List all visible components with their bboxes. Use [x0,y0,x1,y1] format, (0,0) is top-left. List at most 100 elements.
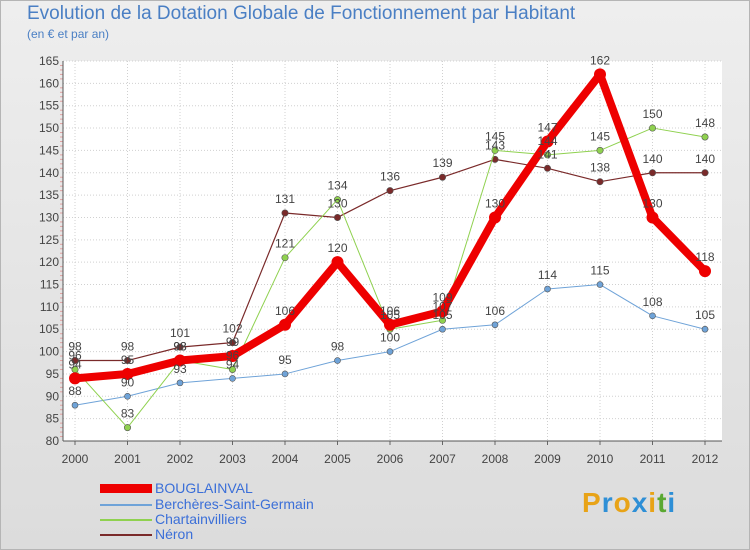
legend-label: Néron [155,526,194,542]
data-point [281,254,289,262]
logo-letter: r [601,487,614,518]
data-label: 141 [537,147,557,161]
legend-label: Chartainvilliers [155,511,247,527]
data-label: 96 [68,348,82,362]
legend-swatch [100,504,152,506]
data-point [279,318,291,331]
data-point [386,348,394,355]
x-tick-label: 2009 [534,452,561,466]
y-tick-label: 125 [39,233,59,247]
x-tick-label: 2000 [62,452,89,466]
y-tick-label: 105 [39,322,59,336]
data-label: 94 [226,357,240,371]
data-point [229,365,237,373]
data-point [701,169,709,177]
data-point [333,196,341,204]
data-point [384,318,396,331]
data-point [489,211,501,224]
data-label: 114 [538,268,557,282]
data-point [544,285,551,293]
data-point [596,146,604,154]
data-point [229,375,236,382]
data-label: 121 [275,237,295,251]
data-label: 95 [278,353,292,367]
data-point [69,372,81,385]
y-tick-label: 95 [46,367,60,381]
y-tick-label: 140 [39,166,59,180]
x-tick-label: 2002 [167,452,194,466]
proxiti-logo: Proxiti [582,487,676,519]
data-label: 105 [695,308,715,322]
plot-area [63,61,722,441]
data-label: 140 [695,152,715,166]
logo-letter: o [613,487,632,518]
data-point [701,133,709,141]
data-point [226,350,239,363]
y-tick-label: 80 [46,434,60,448]
data-label: 143 [485,138,505,152]
data-point [596,281,604,288]
data-label: 130 [327,196,347,210]
y-tick-label: 90 [46,389,60,403]
data-point [648,169,656,177]
data-point [71,357,79,365]
data-label: 118 [695,250,714,264]
data-label: 144 [537,134,557,148]
data-point [438,173,446,181]
data-label: 102 [222,322,242,336]
data-point [701,325,709,333]
data-point [541,135,554,148]
data-point [649,312,656,320]
y-tick-label: 130 [39,210,59,224]
data-point [121,367,134,380]
logo-letter: P [582,487,602,518]
data-label: 131 [275,192,295,206]
y-tick-label: 120 [39,255,59,269]
x-tick-label: 2003 [219,452,246,466]
chart-subtitle: (en € et par an) [27,27,110,41]
data-label: 105 [432,308,452,322]
x-tick-label: 2011 [640,452,666,466]
data-point [699,265,711,278]
data-label: 109 [432,290,452,304]
logo-letter: t [657,487,668,518]
data-point [333,213,341,221]
data-label: 98 [173,340,187,354]
data-label: 134 [327,179,347,193]
legend-label: BOUGLAINVAL [155,480,253,496]
data-label: 100 [380,331,400,345]
data-label: 106 [485,304,505,318]
x-tick-label: 2010 [587,452,614,466]
data-label: 94 [68,357,82,371]
data-label: 115 [590,264,609,278]
data-label: 150 [642,107,662,121]
data-point [543,164,551,172]
data-label: 130 [485,196,505,210]
data-label: 106 [380,304,400,318]
data-label: 107 [432,299,452,313]
y-tick-label: 145 [39,143,59,157]
data-point [176,379,184,387]
logo-letter: i [648,487,658,518]
data-label: 140 [642,152,662,166]
data-point [334,357,341,364]
data-label: 88 [68,384,82,398]
y-tick-label: 155 [39,99,59,113]
data-point [594,68,606,81]
data-point [281,370,289,378]
data-point [596,178,604,186]
data-point [174,354,186,367]
data-label: 162 [590,53,610,67]
data-label: 96 [226,348,240,362]
data-label: 148 [695,116,715,130]
data-point [491,146,499,154]
data-point [71,401,79,409]
data-label: 136 [380,170,400,184]
data-label: 101 [170,326,190,340]
data-label: 98 [68,340,82,354]
data-label: 130 [642,196,662,210]
logo-letter: i [667,487,677,518]
x-tick-label: 2001 [114,452,141,466]
x-tick-label: 2006 [377,452,404,466]
